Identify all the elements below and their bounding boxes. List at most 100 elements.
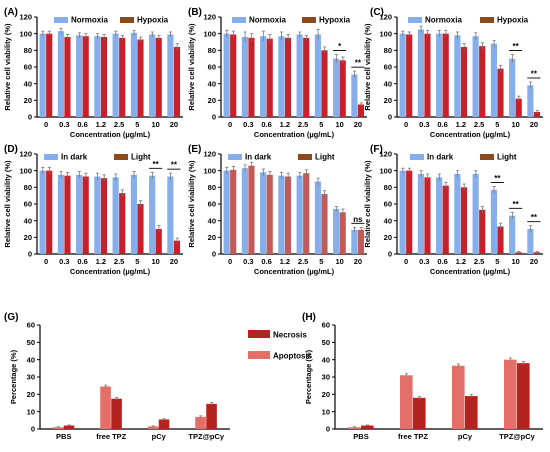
bar-apoptosis <box>100 386 111 429</box>
bar-hypoxia <box>460 47 468 117</box>
bar-normoxia <box>94 36 101 117</box>
y-tick-label: 20 <box>322 390 330 399</box>
x-tick-label: 5 <box>135 120 139 129</box>
y-tick-label: 60 <box>384 63 392 72</box>
x-tick-label: 0.3 <box>419 120 429 129</box>
bar-normoxia <box>417 29 424 117</box>
x-tick-label: 0.3 <box>243 257 253 266</box>
y-tick-label: 100 <box>203 29 216 38</box>
bar-apoptosis <box>52 427 64 429</box>
y-tick-label: 0 <box>388 250 392 259</box>
y-axis-title: Relative cell viability (%) <box>187 160 196 248</box>
legend-swatch <box>120 17 134 23</box>
panel-label: (F) <box>370 144 383 155</box>
y-tick-label: 80 <box>24 183 32 192</box>
y-axis-title: Relative cell viability (%) <box>3 23 12 111</box>
x-tick-label: TPZ@pCy <box>499 432 535 441</box>
x-tick-label: 20 <box>354 257 362 266</box>
x-tick-label: 0.6 <box>437 257 447 266</box>
legend-label: Hypoxia <box>497 16 529 25</box>
y-tick-label: 50 <box>27 338 35 347</box>
x-tick-label: 0.6 <box>437 120 447 129</box>
bar-in-dark <box>351 229 358 254</box>
bar-in-dark <box>490 189 497 254</box>
legend-label: Normoxia <box>71 16 108 25</box>
legend-label: Necrosis <box>273 331 307 340</box>
bar-normoxia <box>333 58 340 117</box>
x-tick-label: 0.3 <box>419 257 429 266</box>
bar-normoxia <box>278 36 285 117</box>
bar-in-dark <box>436 177 443 254</box>
y-tick-label: 40 <box>384 216 392 225</box>
bar-normoxia <box>130 32 137 118</box>
bar-in-dark <box>260 172 267 254</box>
bar-light <box>82 176 89 254</box>
bar-necrosis <box>111 398 122 429</box>
bar-hypoxia <box>46 33 53 117</box>
y-tick-label: 20 <box>384 96 392 105</box>
bar-apoptosis <box>504 359 517 429</box>
legend-label: Apoptosis <box>273 352 313 361</box>
x-tick-label: 0.3 <box>59 257 69 266</box>
bar-hypoxia <box>497 68 504 117</box>
x-tick-label: 1.2 <box>280 120 290 129</box>
x-tick-label: 5 <box>495 120 499 129</box>
legend-swatch <box>298 154 312 160</box>
significance-label: ** <box>513 200 520 209</box>
x-tick-label: 2.5 <box>474 120 484 129</box>
y-tick-label: 80 <box>208 46 216 55</box>
bar-hypoxia <box>284 37 292 118</box>
bar-in-dark <box>130 174 137 254</box>
bar-light <box>248 165 255 254</box>
bar-light <box>119 193 126 254</box>
y-tick-label: 0 <box>212 250 216 259</box>
y-tick-label: 120 <box>379 13 392 22</box>
bar-light <box>442 185 449 254</box>
bar-in-dark <box>509 215 516 254</box>
legend-label: Light <box>131 153 151 162</box>
x-tick-label: pCy <box>152 432 167 441</box>
bar-apoptosis <box>348 427 361 429</box>
bar-in-dark <box>39 170 46 254</box>
bar-hypoxia <box>321 50 328 118</box>
panel-label: (E) <box>188 144 201 155</box>
y-tick-label: 60 <box>208 200 216 209</box>
bar-hypoxia <box>515 98 522 117</box>
bar-hypoxia <box>533 112 541 117</box>
bar-hypoxia <box>119 37 126 118</box>
bar-normoxia <box>472 36 479 117</box>
bar-hypoxia <box>266 38 273 117</box>
bar-normoxia <box>509 58 516 117</box>
x-tick-label: 2.5 <box>298 120 308 129</box>
bar-normoxia <box>399 33 406 117</box>
legend-swatch <box>480 154 494 160</box>
bar-in-dark <box>296 175 303 254</box>
bar-apoptosis <box>195 416 206 429</box>
panel-label: (A) <box>4 7 18 18</box>
y-tick-label: 30 <box>27 373 35 382</box>
y-tick-label: 120 <box>203 13 216 22</box>
significance-label: * <box>338 42 342 51</box>
bar-normoxia <box>149 34 156 117</box>
y-tick-label: 20 <box>27 390 35 399</box>
bar-hypoxia <box>155 37 162 118</box>
significance-label: ** <box>531 70 538 79</box>
legend-label: Normoxia <box>425 16 462 25</box>
bar-light <box>460 187 468 254</box>
x-tick-label: 20 <box>530 257 538 266</box>
bar-normoxia <box>314 34 321 117</box>
bar-hypoxia <box>64 37 71 117</box>
x-tick-label: PBS <box>56 432 71 441</box>
bar-necrosis <box>517 363 530 429</box>
x-tick-label: 0 <box>44 257 48 266</box>
bar-light <box>424 177 431 254</box>
x-tick-label: 2.5 <box>298 257 308 266</box>
x-tick-label: 2.5 <box>114 120 124 129</box>
legend-label: In dark <box>427 153 454 162</box>
bar-necrosis <box>158 419 170 429</box>
bar-normoxia <box>167 34 174 117</box>
bar-normoxia <box>223 33 230 117</box>
bar-in-dark <box>167 176 174 254</box>
x-tick-label: 10 <box>151 257 159 266</box>
bar-in-dark <box>399 170 406 254</box>
